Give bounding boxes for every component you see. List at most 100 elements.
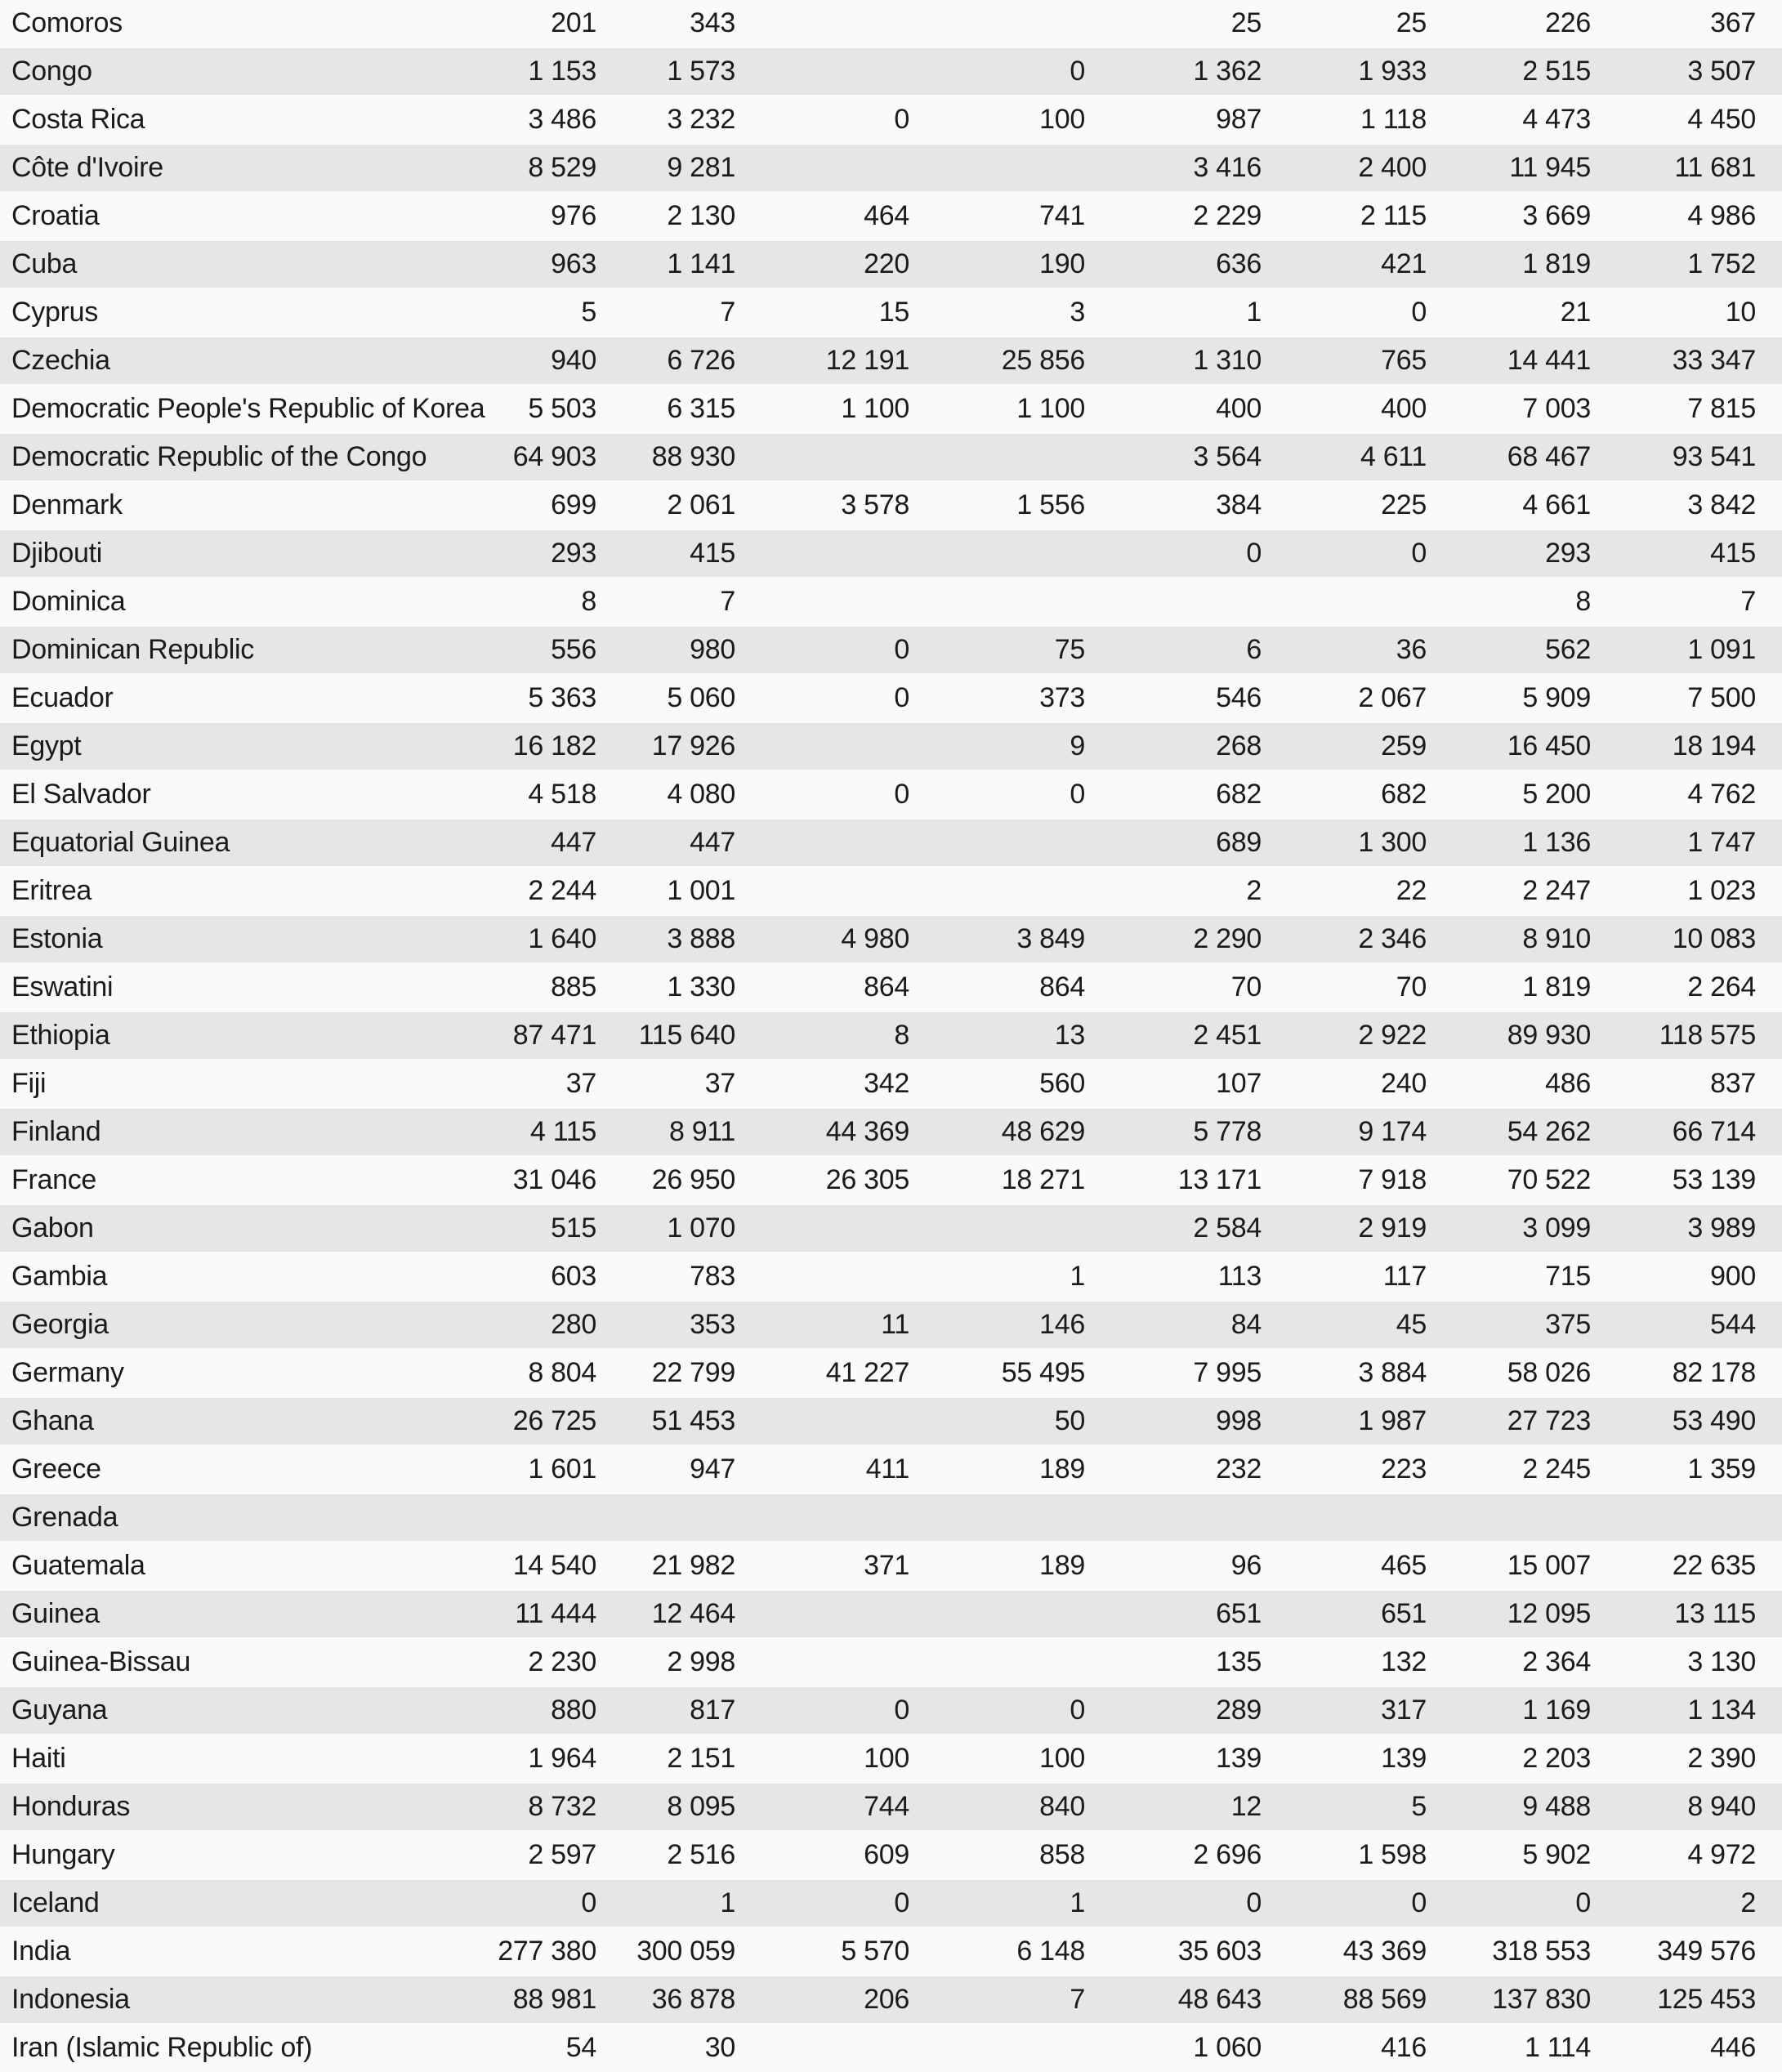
value-cell: 11 945 — [1509, 152, 1591, 183]
value-cell: 1 100 — [1016, 393, 1085, 424]
country-name: Czechia — [11, 345, 110, 376]
table-row: Finland 4 115 8 911 44 369 48 629 5 778 9 174 5… — [0, 1109, 1782, 1155]
value-cell: 2 400 — [1358, 152, 1427, 183]
value-cell: 636 — [1216, 248, 1262, 279]
country-name: El Salvador — [11, 779, 151, 810]
value-cell: 88 569 — [1342, 1984, 1427, 2015]
value-cell: 2 245 — [1522, 1454, 1591, 1485]
value-cell: 70 522 — [1507, 1164, 1592, 1195]
value-cell: 3 669 — [1522, 200, 1591, 231]
value-cell: 4 080 — [667, 779, 735, 810]
table-row: Iceland 0 1 0 1 0 0 0 2 — [0, 1880, 1782, 1927]
country-name: Greece — [11, 1454, 101, 1485]
table-row: Comoros 201 343 25 25 226 367 — [0, 0, 1782, 47]
value-cell: 2 346 — [1358, 923, 1427, 954]
value-cell: 2 290 — [1193, 923, 1262, 954]
value-cell: 400 — [1216, 393, 1262, 424]
table-row: Djibouti 293 415 0 0 293 415 — [0, 530, 1782, 577]
value-cell: 1 300 — [1358, 827, 1427, 858]
value-cell: 26 950 — [651, 1164, 736, 1195]
value-cell: 4 518 — [528, 779, 596, 810]
country-name: Ecuador — [11, 682, 114, 713]
table-row: Democratic People's Republic of Korea 5 5… — [0, 386, 1782, 432]
table-row: Croatia 976 2 130 464 741 2 229 2 115 3 669 4 98… — [0, 193, 1782, 239]
value-cell: 2 390 — [1687, 1743, 1756, 1774]
value-cell: 603 — [551, 1261, 596, 1292]
country-name: Eritrea — [11, 875, 92, 906]
value-cell: 2 516 — [667, 1839, 735, 1870]
value-cell: 2 364 — [1522, 1646, 1591, 1677]
value-cell: 1 070 — [667, 1212, 735, 1244]
table-row: El Salvador 4 518 4 080 0 0 682 682 5 200 4 762 — [0, 771, 1782, 818]
value-cell: 0 — [1575, 1887, 1591, 1918]
value-cell: 1 153 — [528, 56, 596, 87]
value-cell: 5 902 — [1522, 1839, 1591, 1870]
value-cell: 837 — [1710, 1068, 1756, 1099]
value-cell: 699 — [551, 489, 596, 520]
value-cell: 880 — [551, 1695, 596, 1726]
value-cell: 9 174 — [1358, 1116, 1427, 1147]
value-cell: 1 819 — [1522, 971, 1591, 1003]
value-cell: 980 — [690, 634, 735, 665]
value-cell: 8 — [581, 586, 596, 617]
value-cell: 48 643 — [1177, 1984, 1262, 2015]
value-cell: 1 060 — [1193, 2032, 1262, 2063]
value-cell: 651 — [1381, 1598, 1427, 1629]
value-cell: 3 232 — [667, 104, 735, 135]
country-name: France — [11, 1164, 97, 1195]
value-cell: 7 — [720, 586, 735, 617]
country-name: Cyprus — [11, 297, 98, 328]
value-cell: 864 — [864, 971, 909, 1003]
value-cell: 12 464 — [651, 1598, 736, 1629]
value-cell: 342 — [864, 1068, 909, 1099]
value-cell: 240 — [1381, 1068, 1427, 1099]
value-cell: 54 262 — [1507, 1116, 1592, 1147]
value-cell: 0 — [894, 779, 909, 810]
table-row: Eritrea 2 244 1 001 2 22 2 247 1 023 — [0, 868, 1782, 914]
country-name: Haiti — [11, 1743, 66, 1774]
value-cell: 840 — [1039, 1791, 1085, 1822]
value-cell: 421 — [1381, 248, 1427, 279]
value-cell: 947 — [690, 1454, 735, 1485]
value-cell: 26 305 — [825, 1164, 910, 1195]
value-cell: 2 264 — [1687, 971, 1756, 1003]
value-cell: 5 — [581, 297, 596, 328]
table-row: Egypt 16 182 17 926 9 268 259 16 450 18 194 — [0, 723, 1782, 770]
value-cell: 515 — [551, 1212, 596, 1244]
country-name: Comoros — [11, 7, 123, 38]
value-cell: 741 — [1039, 200, 1085, 231]
value-cell: 560 — [1039, 1068, 1085, 1099]
value-cell: 146 — [1039, 1309, 1085, 1340]
value-cell: 8 — [1575, 586, 1591, 617]
value-cell: 0 — [1246, 1887, 1262, 1918]
value-cell: 139 — [1381, 1743, 1427, 1774]
value-cell: 232 — [1216, 1454, 1262, 1485]
value-cell: 3 849 — [1016, 923, 1085, 954]
country-name: India — [11, 1936, 71, 1967]
country-name: Egypt — [11, 730, 82, 761]
value-cell: 3 507 — [1687, 56, 1756, 87]
value-cell: 1 — [1070, 1261, 1085, 1292]
value-cell: 107 — [1216, 1068, 1262, 1099]
country-name: Grenada — [11, 1502, 118, 1533]
value-cell: 384 — [1216, 489, 1262, 520]
value-cell: 300 059 — [636, 1936, 735, 1967]
value-cell: 225 — [1381, 489, 1427, 520]
value-cell: 44 369 — [825, 1116, 910, 1147]
value-cell: 317 — [1381, 1695, 1427, 1726]
value-cell: 1 598 — [1358, 1839, 1427, 1870]
value-cell: 15 007 — [1507, 1550, 1592, 1581]
value-cell: 464 — [864, 200, 909, 231]
value-cell: 2 998 — [667, 1646, 735, 1677]
value-cell: 2 151 — [667, 1743, 735, 1774]
value-cell: 416 — [1381, 2032, 1427, 2063]
value-cell: 43 369 — [1342, 1936, 1427, 1967]
value-cell: 682 — [1381, 779, 1427, 810]
country-name: Ghana — [11, 1405, 94, 1436]
value-cell: 556 — [551, 634, 596, 665]
value-cell: 189 — [1039, 1454, 1085, 1485]
value-cell: 7 815 — [1687, 393, 1756, 424]
table-row: France 31 046 26 950 26 305 18 271 13 171 7 91… — [0, 1157, 1782, 1203]
value-cell: 375 — [1545, 1309, 1591, 1340]
